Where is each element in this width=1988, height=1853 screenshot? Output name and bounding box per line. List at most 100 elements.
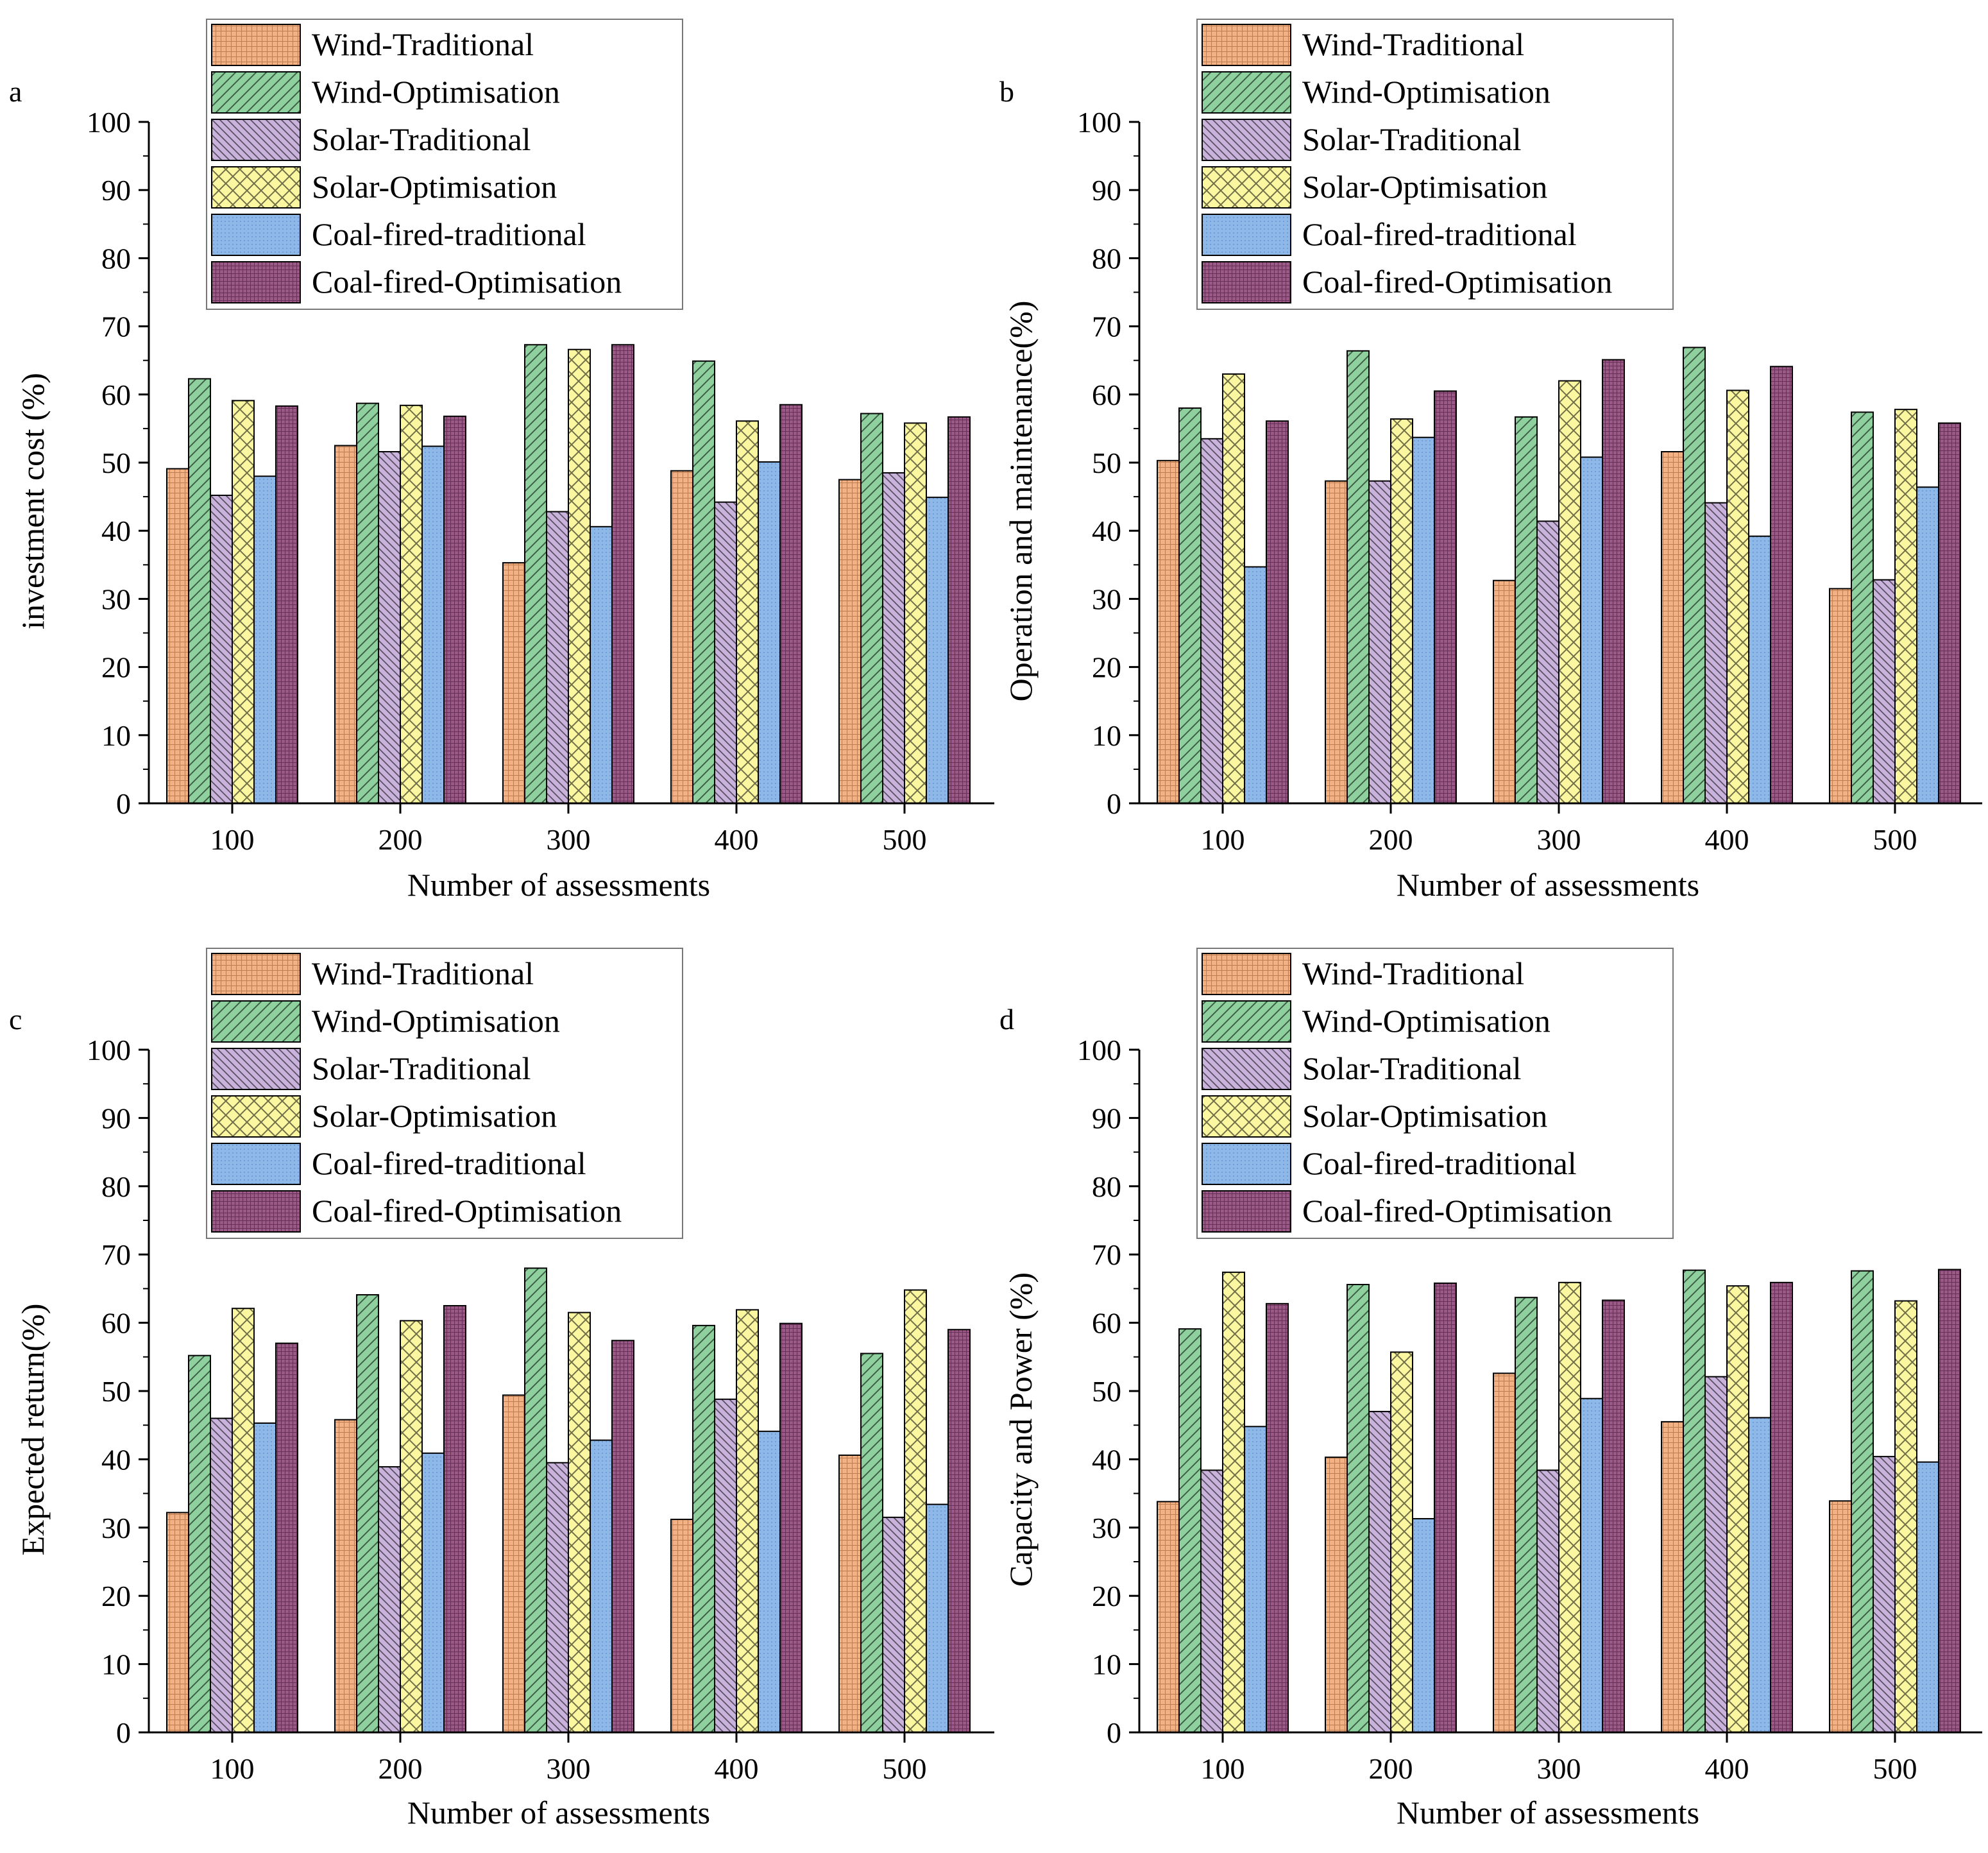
- legend-swatch: [211, 119, 301, 161]
- x-tick-label: 100: [210, 823, 255, 856]
- legend-swatch: [1202, 953, 1291, 995]
- bar: [502, 1394, 525, 1734]
- legend-label: Wind-Optimisation: [1302, 74, 1550, 110]
- legend-swatch: [211, 261, 301, 303]
- bar: [568, 348, 591, 804]
- bar: [166, 1512, 189, 1734]
- bar: [1580, 1397, 1603, 1734]
- y-tick-label: 40: [101, 515, 131, 547]
- bar: [1412, 436, 1435, 804]
- y-tick-label: 80: [1092, 1170, 1121, 1203]
- bar: [860, 413, 883, 804]
- bar: [1266, 1302, 1289, 1733]
- legend-label: Coal-fired-Optimisation: [1302, 1193, 1612, 1229]
- bar: [692, 360, 715, 804]
- bar: [1347, 1284, 1370, 1733]
- bar: [1157, 459, 1180, 804]
- y-tick-label: 10: [101, 1648, 131, 1681]
- bar: [838, 1455, 862, 1734]
- y-tick-label: 50: [1092, 447, 1121, 479]
- legend-label: Coal-fired-Optimisation: [312, 1193, 622, 1229]
- bar-group: [166, 344, 971, 804]
- legend-label: Coal-fired-Optimisation: [1302, 264, 1612, 300]
- bar: [1851, 1270, 1874, 1733]
- panel-letter: c: [9, 1003, 22, 1036]
- bar: [1536, 520, 1559, 804]
- y-tick-label: 30: [1092, 1512, 1121, 1544]
- legend-frame: [206, 948, 683, 1239]
- bar: [502, 562, 525, 804]
- y-tick-label: 20: [1092, 1580, 1121, 1612]
- legend-label: Wind-Optimisation: [312, 74, 560, 110]
- x-tick-label: 400: [1705, 1752, 1749, 1785]
- legend-swatch: [211, 214, 301, 256]
- legend-label: Coal-fired-traditional: [1302, 1145, 1577, 1181]
- x-axis-title: Number of assessments: [407, 867, 710, 903]
- bar: [275, 405, 298, 804]
- y-tick-label: 70: [1092, 311, 1121, 343]
- x-axis-title: Number of assessments: [407, 1795, 710, 1831]
- bar: [1602, 359, 1625, 804]
- bar: [1661, 451, 1684, 804]
- bar: [611, 1340, 634, 1733]
- bar: [1770, 1281, 1793, 1733]
- bar: [1493, 1372, 1516, 1733]
- legend-frame: [206, 19, 683, 310]
- bar: [400, 404, 423, 804]
- bar: [400, 1320, 423, 1733]
- bar: [1390, 1351, 1413, 1734]
- legend-swatch: [211, 71, 301, 114]
- y-tick-label: 50: [101, 447, 131, 479]
- y-tick-label: 80: [101, 242, 131, 275]
- legend-swatch: [1202, 71, 1291, 114]
- bar: [1894, 409, 1917, 804]
- y-tick-label: 0: [1107, 787, 1121, 820]
- bar: [546, 511, 569, 804]
- bar: [692, 1324, 715, 1733]
- y-tick-label: 90: [101, 174, 131, 207]
- legend-label: Coal-fired-traditional: [312, 216, 586, 252]
- bar: [421, 1452, 445, 1733]
- x-tick-label: 100: [1201, 823, 1245, 856]
- legend-label: Wind-Traditional: [312, 955, 534, 991]
- bar: [356, 402, 379, 804]
- bar: [1325, 1456, 1348, 1733]
- legend-swatch: [1202, 1095, 1291, 1138]
- bar-group: [166, 1267, 971, 1734]
- bar: [275, 1342, 298, 1733]
- y-tick-label: 90: [1092, 174, 1121, 207]
- bar: [1200, 438, 1223, 804]
- y-tick-label: 100: [87, 1034, 131, 1066]
- legend-swatch: [1202, 1143, 1291, 1185]
- bar: [232, 400, 255, 804]
- y-tick-label: 70: [1092, 1238, 1121, 1271]
- y-axis-title: investment cost (%): [15, 373, 51, 629]
- bar: [860, 1353, 883, 1733]
- bar: [188, 1354, 211, 1734]
- bar: [736, 420, 759, 804]
- bar: [1916, 486, 1939, 804]
- legend-label: Wind-Traditional: [312, 26, 534, 62]
- bar: [714, 1398, 737, 1734]
- bar: [1368, 1410, 1391, 1733]
- bar: [443, 415, 466, 804]
- bar: [1368, 480, 1391, 804]
- bar: [188, 378, 211, 804]
- legend-swatch: [211, 953, 301, 995]
- y-tick-label: 70: [101, 1238, 131, 1271]
- y-tick-label: 80: [1092, 242, 1121, 275]
- y-tick-label: 40: [101, 1443, 131, 1476]
- bar: [670, 1519, 693, 1733]
- y-tick-label: 50: [1092, 1375, 1121, 1408]
- bar: [210, 1417, 233, 1734]
- y-tick-label: 40: [1092, 515, 1121, 547]
- bar: [1916, 1461, 1939, 1733]
- x-tick-label: 200: [1369, 1752, 1413, 1785]
- bar: [356, 1294, 379, 1733]
- y-axis-title: Expected return(%): [15, 1304, 51, 1556]
- bar: [232, 1308, 255, 1733]
- y-tick-label: 0: [116, 787, 131, 820]
- y-tick-label: 10: [1092, 1648, 1121, 1681]
- y-tick-label: 20: [101, 651, 131, 684]
